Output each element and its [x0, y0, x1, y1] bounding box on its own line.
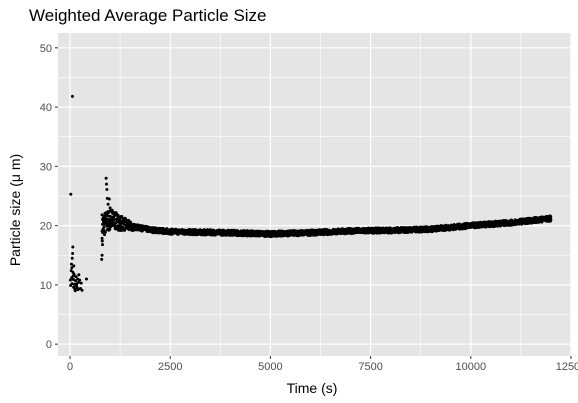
- data-point: [120, 215, 124, 219]
- data-point: [70, 266, 74, 270]
- data-point: [102, 233, 106, 237]
- chart-title: Weighted Average Particle Size: [29, 6, 267, 25]
- y-axis: 0 10 20 30 40 50: [40, 43, 58, 351]
- x-tick-label: 10000: [456, 361, 487, 373]
- x-axis-title: Time (s): [287, 380, 338, 396]
- y-tick-label: 40: [40, 102, 52, 114]
- data-point: [76, 288, 80, 292]
- data-point: [72, 264, 76, 268]
- data-point: [123, 228, 127, 232]
- data-point: [100, 243, 104, 247]
- data-point: [100, 253, 104, 257]
- data-point: [71, 251, 75, 255]
- data-point: [68, 278, 72, 282]
- data-point: [70, 256, 74, 260]
- data-point: [84, 277, 88, 281]
- y-tick-label: 10: [40, 280, 52, 292]
- data-point: [108, 227, 112, 231]
- y-tick-label: 0: [46, 339, 52, 351]
- data-point: [105, 187, 109, 191]
- data-point: [100, 239, 104, 243]
- data-point: [69, 262, 73, 266]
- data-point: [100, 236, 104, 240]
- data-point: [78, 278, 82, 282]
- data-point: [100, 257, 104, 261]
- data-point: [108, 206, 112, 210]
- data-point: [77, 273, 81, 277]
- y-axis-title: Particle size (μ m): [7, 154, 23, 266]
- data-point: [76, 281, 80, 285]
- x-tick-label: 0: [67, 361, 73, 373]
- y-tick-label: 50: [40, 43, 52, 55]
- data-point: [128, 220, 132, 224]
- data-point: [103, 230, 107, 234]
- data-point: [549, 218, 553, 222]
- data-point: [549, 215, 553, 219]
- x-tick-label: 7500: [358, 361, 382, 373]
- data-point: [107, 197, 111, 201]
- y-tick-label: 20: [40, 221, 52, 233]
- data-point: [112, 217, 116, 221]
- data-point: [69, 192, 73, 196]
- data-point: [74, 279, 78, 283]
- data-point: [70, 282, 74, 286]
- data-point: [73, 289, 77, 293]
- data-point: [102, 225, 106, 229]
- data-point: [74, 275, 78, 279]
- data-point: [71, 278, 75, 282]
- minor-gridlines: [58, 33, 571, 356]
- data-point: [106, 202, 110, 206]
- data-point: [72, 272, 76, 276]
- data-point: [70, 94, 74, 98]
- data-point: [104, 182, 108, 186]
- data-point: [72, 282, 76, 286]
- y-tick-label: 30: [40, 161, 52, 173]
- data-point: [80, 288, 84, 292]
- x-tick-label: 2500: [158, 361, 182, 373]
- data-point: [79, 281, 83, 285]
- data-point: [71, 245, 75, 249]
- data-points: [68, 94, 553, 293]
- plot-panel: [58, 33, 571, 356]
- data-point: [104, 176, 108, 180]
- x-tick-label: 5000: [258, 361, 282, 373]
